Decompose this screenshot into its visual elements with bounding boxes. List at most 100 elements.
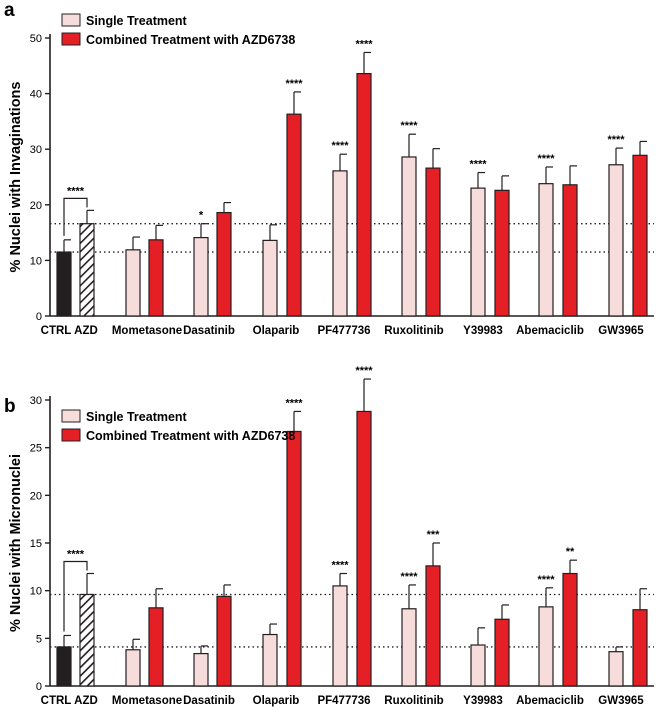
category-label: GW3965: [598, 325, 644, 337]
single-bar-ruxolitinib: [401, 608, 417, 687]
y-axis-label: % Nuclei with Invaginations: [8, 82, 24, 273]
single-bar-mometasone: [125, 249, 141, 317]
single-bar-abemaciclib: [538, 606, 554, 687]
y-tick-label: 10: [30, 586, 42, 598]
legend-swatch-single: [61, 409, 81, 423]
y-tick-label: 25: [30, 443, 42, 455]
category-label: Mometasone: [112, 695, 182, 707]
combined-bar-abemaciclib: [562, 184, 578, 317]
control-bracket: [63, 560, 88, 632]
y-tick-label: 20: [30, 200, 42, 212]
combined-bar-pf477736: [356, 410, 372, 687]
legend-swatch-combined: [61, 428, 81, 442]
single-bar-gw3965: [608, 651, 624, 687]
control-significance: ****: [67, 185, 85, 197]
control-label-ctrl: CTRL: [41, 695, 72, 707]
combined-bar-ruxolitinib: [425, 565, 441, 687]
significance-marker: **: [566, 546, 575, 558]
panel-a: a % Nuclei with Invaginations 0 10 20 30 40 50 C…: [4, 0, 654, 337]
y-tick-label: 40: [30, 89, 42, 101]
category-label: PF477736: [317, 695, 370, 707]
y-tick-label: 30: [30, 144, 42, 156]
category-label: Abemaciclib: [516, 325, 584, 337]
single-bar-olaparib: [262, 239, 278, 317]
y-axis-label: % Nuclei with Micronuclei: [8, 454, 24, 632]
control-label-azd: AZD: [74, 695, 98, 707]
significance-marker: ****: [469, 159, 487, 171]
legend-swatch-combined: [61, 32, 81, 46]
significance-marker: ****: [331, 140, 349, 152]
category-label: Dasatinib: [183, 325, 235, 337]
combined-bar-y39983: [494, 618, 510, 687]
single-bar-y39983: [470, 644, 486, 687]
significance-marker: ****: [537, 574, 555, 586]
significance-marker: ****: [400, 120, 418, 132]
significance-marker: ****: [285, 397, 303, 409]
combined-bar-mometasone: [148, 607, 164, 687]
combined-bar-pf477736: [356, 72, 372, 317]
single-bar-dasatinib: [193, 237, 209, 317]
panel-label: b: [4, 396, 16, 417]
y-tick-label: 0: [36, 311, 42, 323]
y-tick-label: 0: [36, 681, 42, 693]
control-label-ctrl: CTRL: [41, 325, 72, 337]
category-label: Ruxolitinib: [384, 325, 443, 337]
combined-bar-olaparib: [286, 430, 302, 687]
ctrl-bar: [56, 251, 72, 317]
single-bar-gw3965: [608, 164, 624, 317]
legend-label-combined: Combined Treatment with AZD6738: [86, 429, 295, 443]
category-label: Y39983: [463, 695, 503, 707]
azd-bar: [79, 593, 95, 687]
control-significance: ****: [67, 549, 85, 561]
significance-marker: *: [199, 210, 204, 222]
category-label: Ruxolitinib: [384, 695, 443, 707]
significance-marker: ****: [285, 78, 303, 90]
panel-b: b % Nuclei with Micronuclei 0 5 10 15 20 25 30 CT…: [4, 365, 654, 707]
combined-bar-ruxolitinib: [425, 167, 441, 317]
combined-bar-y39983: [494, 189, 510, 317]
legend-label-combined: Combined Treatment with AZD6738: [86, 33, 295, 47]
combined-bar-dasatinib: [216, 595, 232, 687]
y-tick-label: 15: [30, 538, 42, 550]
y-tick-label: 30: [30, 395, 42, 407]
y-tick-label: 20: [30, 490, 42, 502]
ctrl-bar: [56, 646, 72, 687]
single-bar-pf477736: [332, 585, 348, 687]
significance-marker: ****: [607, 134, 625, 146]
combined-bar-gw3965: [632, 154, 648, 317]
category-label: Olaparib: [253, 695, 300, 707]
significance-marker: ****: [331, 560, 349, 572]
category-label: Y39983: [463, 325, 503, 337]
category-label: Mometasone: [112, 325, 182, 337]
azd-bar: [79, 223, 95, 317]
legend-swatch-single: [61, 13, 81, 27]
panel-label: a: [4, 0, 15, 21]
single-bar-y39983: [470, 187, 486, 317]
single-bar-pf477736: [332, 170, 348, 317]
single-bar-olaparib: [262, 633, 278, 687]
combined-bar-gw3965: [632, 609, 648, 687]
single-bar-mometasone: [125, 649, 141, 687]
single-bar-abemaciclib: [538, 183, 554, 317]
category-label: PF477736: [317, 325, 370, 337]
combined-bar-mometasone: [148, 239, 164, 317]
control-bracket: [63, 197, 88, 236]
significance-marker: ***: [427, 529, 441, 541]
y-tick-label: 50: [30, 33, 42, 45]
significance-marker: ****: [355, 38, 373, 50]
legend-label-single: Single Treatment: [86, 410, 188, 424]
significance-marker: ****: [537, 153, 555, 165]
category-label: Dasatinib: [183, 695, 235, 707]
category-label: GW3965: [598, 695, 644, 707]
single-bar-dasatinib: [193, 652, 209, 687]
single-bar-ruxolitinib: [401, 156, 417, 317]
y-tick-label: 5: [36, 633, 42, 645]
combined-bar-dasatinib: [216, 211, 232, 317]
control-label-azd: AZD: [74, 325, 98, 337]
category-label: Olaparib: [253, 325, 300, 337]
y-tick-label: 10: [30, 255, 42, 267]
combined-bar-olaparib: [286, 113, 302, 317]
legend-label-single: Single Treatment: [86, 14, 188, 28]
combined-bar-abemaciclib: [562, 572, 578, 687]
